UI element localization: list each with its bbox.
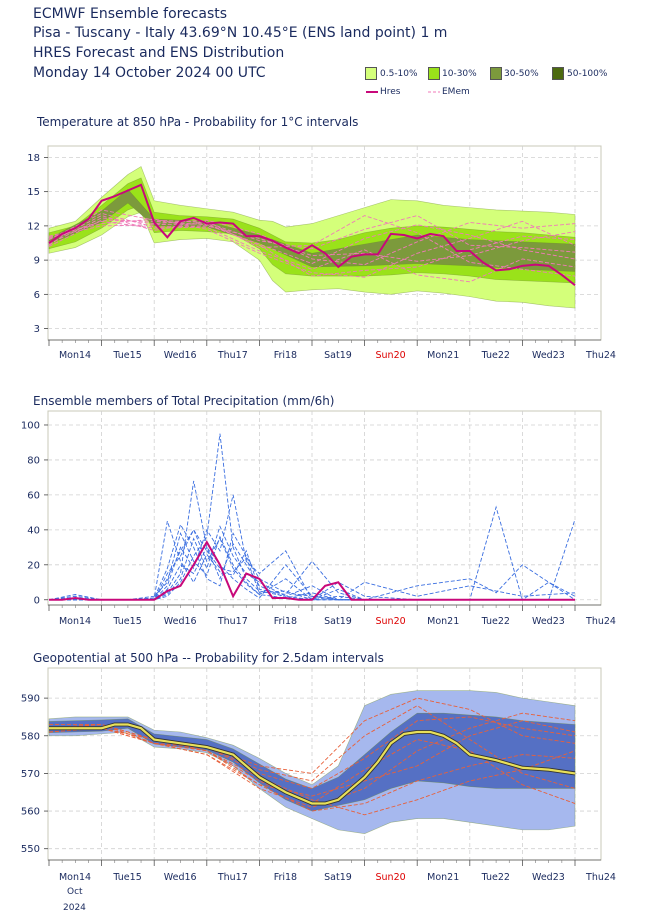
x-tick-label: Thu17	[217, 872, 248, 883]
x-tick-label: Sat19	[324, 616, 352, 627]
x-tick-label: Mon14	[59, 350, 91, 361]
y-tick-label: 6	[34, 290, 40, 301]
footer-year: 2024	[63, 903, 86, 913]
x-tick-label: Sat19	[324, 872, 352, 883]
x-tick-label: Sun20	[376, 616, 406, 627]
ensemble-member-line-6	[48, 220, 576, 283]
x-tick-label: Mon21	[427, 872, 459, 883]
header-line-4: Monday 14 October 2024 00 UTC	[33, 65, 266, 81]
y-tick-label: 590	[21, 694, 40, 705]
legend-label-2: 10-30%	[442, 69, 477, 79]
header-line-3: HRES Forecast and ENS Distribution	[33, 45, 285, 61]
chart-panel-3: 550 560 570 580 590 Mon14 Tue15 Wed16 Thu17 Fri18…	[21, 667, 616, 883]
legend-swatch-4	[552, 67, 564, 80]
ensemble-member-line-3	[48, 218, 576, 278]
y-tick-label: 550	[21, 844, 40, 855]
header-line-1: ECMWF Ensemble forecasts	[33, 6, 228, 22]
x-tick-label: Sun20	[376, 350, 406, 361]
y-tick-label: 100	[21, 420, 40, 431]
legend-label-3: 30-50%	[504, 69, 539, 79]
x-tick-label: Sun20	[376, 872, 406, 883]
x-tick-label: Wed16	[164, 350, 197, 361]
y-tick-label: 3	[34, 324, 40, 335]
x-tick-label: Tue22	[481, 350, 510, 361]
x-tick-label: Fri18	[274, 350, 297, 361]
ensemble-member-line-7	[48, 209, 576, 253]
y-tick-label: 580	[21, 731, 40, 742]
ensemble-member-line-9	[49, 532, 576, 601]
temperature-chart-title: Temperature at 850 hPa - Probability for…	[37, 115, 359, 129]
plot-frame	[47, 410, 602, 606]
x-tick-label: Fri18	[274, 616, 297, 627]
x-tick-label: Tue15	[112, 350, 141, 361]
y-tick-label: 570	[21, 769, 40, 780]
y-tick-label: 40	[27, 525, 40, 536]
x-tick-label: Tue15	[112, 616, 141, 627]
y-tick-label: 18	[27, 153, 40, 164]
x-tick-label: Tue15	[112, 872, 141, 883]
legend-swatch-3	[490, 67, 502, 80]
ensemble-member-line-5	[48, 724, 576, 816]
y-tick-label: 20	[27, 560, 40, 571]
precipitation-chart-title: Ensemble members of Total Precipitation …	[33, 394, 335, 408]
legend-swatch-1	[365, 67, 377, 80]
x-tick-label: Mon21	[427, 350, 459, 361]
y-tick-label: 560	[21, 807, 40, 818]
ensemble-member-line-2	[48, 212, 576, 262]
x-tick-label: Mon14	[59, 616, 91, 627]
hres-line	[49, 540, 575, 601]
y-tick-label: 60	[27, 490, 40, 501]
ensemble-member-line-1	[48, 716, 576, 789]
y-tick-label: 0	[34, 595, 40, 606]
x-tick-label: Wed23	[532, 350, 565, 361]
chart-panel-1: 3 6 9 12 15 18 Mon14 Tue15 Wed16 Thu17 Fri18 Sat19 S…	[27, 145, 616, 361]
ensemble-member-line-8	[48, 223, 576, 277]
x-tick-label: Wed16	[164, 872, 197, 883]
probability-band-30-50%	[48, 188, 576, 272]
footer-month: Oct	[67, 887, 83, 897]
y-tick-label: 15	[27, 187, 40, 198]
hres-line	[49, 723, 576, 805]
y-tick-label: 12	[27, 221, 40, 232]
legend-label-4: 50-100%	[567, 69, 608, 79]
x-tick-label: Mon14	[59, 872, 91, 883]
ensemble-member-line-4	[48, 712, 576, 808]
x-tick-label: Wed23	[532, 616, 565, 627]
y-tick-label: 80	[27, 455, 40, 466]
legend-label-1: 0.5-10%	[380, 69, 418, 79]
x-tick-label: Tue22	[481, 616, 510, 627]
hres-line	[48, 183, 576, 287]
legend-hres-label: Hres	[380, 87, 401, 97]
x-tick-label: Fri18	[274, 872, 297, 883]
x-tick-label: Thu17	[217, 616, 248, 627]
ensemble-member-line-5	[48, 217, 576, 266]
legend-emem-label: EMem	[442, 87, 470, 97]
x-tick-label: Mon21	[427, 616, 459, 627]
x-tick-label: Wed23	[532, 872, 565, 883]
x-tick-label: Thu24	[585, 872, 616, 883]
x-tick-label: Thu24	[585, 350, 616, 361]
y-tick-label: 9	[34, 256, 40, 267]
chart-panel-2: 0 20 40 60 80 100 Mon14 Tue15 Wed16 Thu17 Fri18 Sat…	[21, 410, 616, 627]
geopotential-chart-title: Geopotential at 500 hPa -- Probability f…	[33, 651, 384, 665]
x-tick-label: Tue22	[481, 872, 510, 883]
x-tick-label: Sat19	[324, 350, 352, 361]
header-line-2: Pisa - Tuscany - Italy 43.69°N 10.45°E (…	[33, 25, 448, 41]
x-tick-label: Wed16	[164, 616, 197, 627]
ensemble-member-line-3	[48, 705, 576, 789]
ensemble-member-line-1	[48, 219, 576, 265]
ensemble-member-line-6	[48, 697, 576, 774]
legend-swatch-2	[428, 67, 440, 80]
ensemble-member-line-8	[49, 720, 576, 797]
x-tick-label: Thu17	[217, 350, 248, 361]
x-tick-label: Thu24	[585, 616, 616, 627]
